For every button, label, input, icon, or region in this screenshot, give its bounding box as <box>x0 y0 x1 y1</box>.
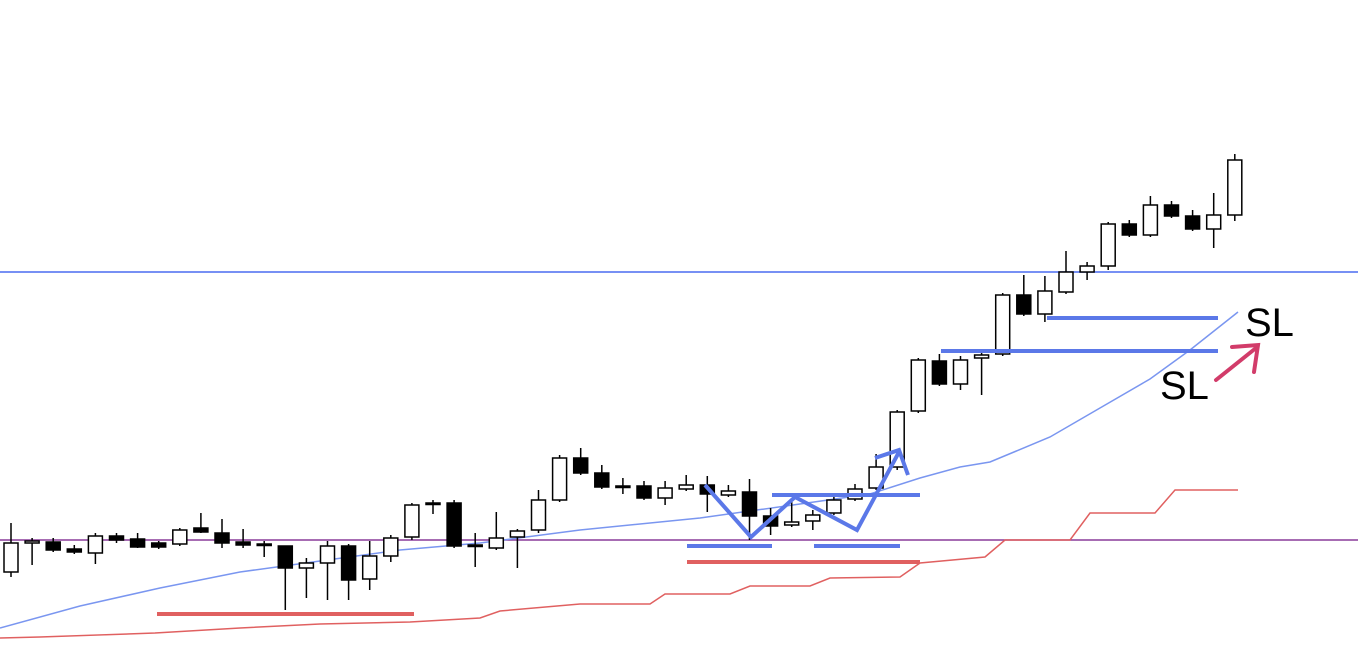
candle-body <box>720 490 737 496</box>
annotation: SL <box>1160 364 1209 408</box>
candles <box>3 154 1243 610</box>
candle-body <box>383 537 399 557</box>
candle-body <box>298 562 315 569</box>
candle-body <box>741 491 758 517</box>
candle-body <box>594 472 610 488</box>
candle-body <box>1016 294 1032 315</box>
candle-body <box>910 359 927 412</box>
candle-body <box>1121 223 1138 236</box>
candle-body <box>214 532 230 544</box>
candle-body <box>150 542 167 548</box>
candle-body <box>45 541 61 551</box>
arrow-head <box>874 447 910 476</box>
candle-body <box>87 535 104 554</box>
candle-body <box>1142 204 1159 236</box>
drawings <box>687 316 1218 548</box>
candle-body <box>1205 214 1222 230</box>
candle-body <box>678 484 694 490</box>
candle-body <box>467 544 483 548</box>
candle-body <box>193 527 209 533</box>
candle-body <box>783 521 800 526</box>
candle-body <box>805 514 821 522</box>
candle-body <box>404 504 420 538</box>
candle-body <box>826 499 842 514</box>
slow-average <box>0 489 1238 639</box>
candle-body <box>277 545 294 569</box>
zigzag <box>703 451 901 540</box>
candle-body <box>1184 215 1201 230</box>
candle-body <box>973 354 990 359</box>
candle-body <box>361 555 378 580</box>
arrow-head <box>1230 342 1261 374</box>
candle-body <box>446 502 462 547</box>
candle-body <box>551 457 568 501</box>
candle-body <box>3 542 19 573</box>
candle-body <box>66 548 83 553</box>
sl-arrow <box>1214 342 1261 382</box>
candle-body <box>1058 271 1074 293</box>
candle-body <box>657 487 673 499</box>
candle-body <box>108 535 125 541</box>
candle-body <box>319 545 336 564</box>
candle-body <box>509 530 526 538</box>
red-levels <box>157 560 920 616</box>
candle-body <box>931 360 948 385</box>
candle-body <box>235 541 251 546</box>
candle-body <box>572 457 589 474</box>
candle-body <box>1227 159 1243 216</box>
candle-body <box>172 529 188 545</box>
candle-body <box>129 538 146 548</box>
candle-body <box>952 359 969 385</box>
candle-body <box>488 537 505 549</box>
candle-body <box>1079 265 1095 273</box>
candle-body <box>24 540 40 544</box>
candle-body <box>636 485 652 499</box>
candle-body <box>994 294 1011 355</box>
candle-body <box>340 545 357 581</box>
annotation: SL <box>1245 301 1294 345</box>
candle-body <box>1163 204 1180 217</box>
candle-body <box>615 485 631 489</box>
candle-body <box>1100 223 1116 267</box>
candle-body <box>256 543 272 547</box>
candle-body <box>425 502 441 506</box>
candle-body <box>530 499 547 531</box>
arrow-shaft <box>1214 346 1258 382</box>
fast-average <box>0 311 1239 629</box>
candle-body <box>1037 290 1053 315</box>
